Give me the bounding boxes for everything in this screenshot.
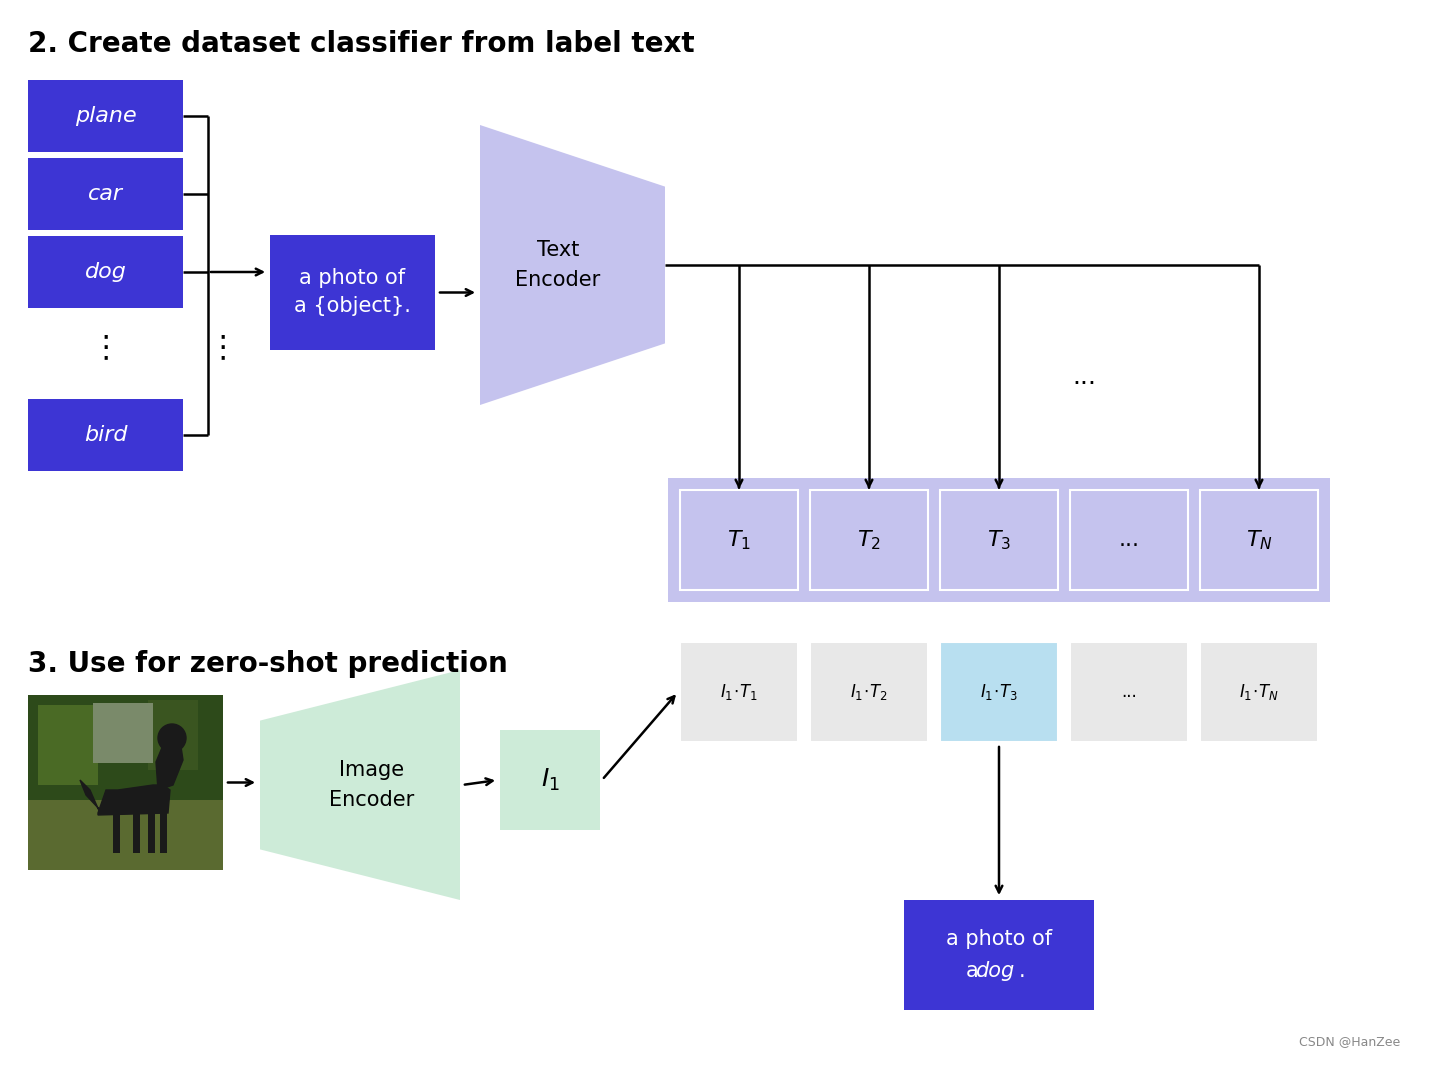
FancyBboxPatch shape xyxy=(1070,490,1188,590)
Text: Encoder: Encoder xyxy=(516,270,600,290)
Text: $I_1$: $I_1$ xyxy=(540,767,560,793)
FancyBboxPatch shape xyxy=(270,235,435,350)
FancyBboxPatch shape xyxy=(810,642,928,742)
FancyBboxPatch shape xyxy=(27,696,223,809)
FancyBboxPatch shape xyxy=(1070,642,1188,742)
FancyBboxPatch shape xyxy=(668,478,1330,602)
Text: a: a xyxy=(965,961,985,981)
Polygon shape xyxy=(480,125,665,406)
Text: dog: dog xyxy=(975,961,1015,981)
Text: ⋮: ⋮ xyxy=(90,334,121,363)
Text: CSDN @HanZee: CSDN @HanZee xyxy=(1298,1035,1400,1048)
Text: Text: Text xyxy=(537,240,579,260)
Text: $T_1$: $T_1$ xyxy=(727,529,751,552)
Polygon shape xyxy=(80,780,101,813)
FancyBboxPatch shape xyxy=(27,158,182,230)
Text: 3. Use for zero-shot prediction: 3. Use for zero-shot prediction xyxy=(27,649,508,678)
Text: car: car xyxy=(88,184,123,204)
FancyBboxPatch shape xyxy=(1070,642,1188,742)
FancyBboxPatch shape xyxy=(27,800,223,870)
FancyBboxPatch shape xyxy=(1200,490,1318,590)
FancyBboxPatch shape xyxy=(941,490,1058,590)
FancyBboxPatch shape xyxy=(27,696,223,870)
Text: ⋮: ⋮ xyxy=(208,334,238,363)
FancyBboxPatch shape xyxy=(1070,490,1188,590)
FancyBboxPatch shape xyxy=(27,399,182,471)
FancyBboxPatch shape xyxy=(500,730,600,830)
Text: $I_1\!\cdot\!T_2$: $I_1\!\cdot\!T_2$ xyxy=(850,682,887,702)
Text: $I_1\!\cdot\!T_3$: $I_1\!\cdot\!T_3$ xyxy=(981,682,1018,702)
FancyBboxPatch shape xyxy=(1200,490,1318,590)
FancyBboxPatch shape xyxy=(810,490,928,590)
Text: a photo of: a photo of xyxy=(946,929,1053,949)
Text: .: . xyxy=(1020,961,1025,981)
Text: Image: Image xyxy=(339,760,405,780)
Text: $T_N$: $T_N$ xyxy=(1245,529,1272,552)
FancyBboxPatch shape xyxy=(113,813,121,853)
FancyBboxPatch shape xyxy=(681,642,798,742)
FancyBboxPatch shape xyxy=(148,700,198,770)
FancyBboxPatch shape xyxy=(148,813,155,853)
FancyBboxPatch shape xyxy=(93,703,154,763)
Polygon shape xyxy=(260,670,460,900)
Text: plane: plane xyxy=(75,106,136,126)
Text: dog: dog xyxy=(85,262,126,282)
FancyBboxPatch shape xyxy=(905,900,1094,1010)
Text: ...: ... xyxy=(1073,366,1096,389)
Text: a photo of: a photo of xyxy=(300,269,405,289)
FancyBboxPatch shape xyxy=(37,705,98,785)
Text: $T_3$: $T_3$ xyxy=(987,529,1011,552)
Text: a {object}.: a {object}. xyxy=(294,296,411,317)
Text: ...: ... xyxy=(1119,530,1140,550)
Text: bird: bird xyxy=(83,425,128,445)
FancyBboxPatch shape xyxy=(810,490,928,590)
Text: $I_1\!\cdot\!T_N$: $I_1\!\cdot\!T_N$ xyxy=(1239,682,1279,702)
FancyBboxPatch shape xyxy=(1200,642,1318,742)
FancyBboxPatch shape xyxy=(681,490,798,590)
FancyBboxPatch shape xyxy=(681,490,798,590)
Text: Encoder: Encoder xyxy=(329,790,415,810)
FancyBboxPatch shape xyxy=(941,490,1058,590)
Text: $T_2$: $T_2$ xyxy=(857,529,880,552)
Polygon shape xyxy=(157,738,182,790)
FancyBboxPatch shape xyxy=(134,813,139,853)
FancyBboxPatch shape xyxy=(810,642,928,742)
FancyBboxPatch shape xyxy=(27,80,182,152)
Polygon shape xyxy=(98,785,169,815)
FancyBboxPatch shape xyxy=(1200,642,1318,742)
FancyBboxPatch shape xyxy=(941,642,1058,742)
FancyBboxPatch shape xyxy=(941,642,1058,742)
Text: 2. Create dataset classifier from label text: 2. Create dataset classifier from label … xyxy=(27,30,695,58)
Text: $I_1\!\cdot\!T_1$: $I_1\!\cdot\!T_1$ xyxy=(719,682,758,702)
FancyBboxPatch shape xyxy=(681,642,798,742)
FancyBboxPatch shape xyxy=(27,236,182,308)
Circle shape xyxy=(158,724,187,752)
FancyBboxPatch shape xyxy=(159,813,167,853)
Text: ...: ... xyxy=(1122,683,1137,701)
